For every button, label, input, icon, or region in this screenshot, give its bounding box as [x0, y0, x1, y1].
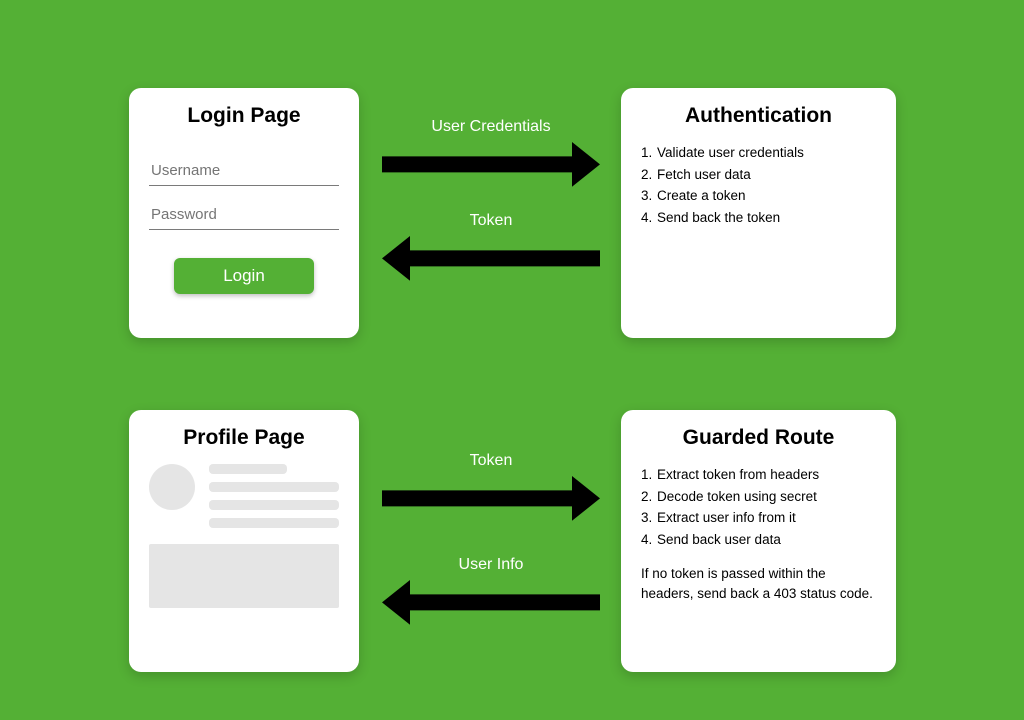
arrow-label: User Info: [459, 556, 524, 574]
list-item: 3.Extract user info from it: [641, 507, 876, 529]
profile-skeleton: [149, 464, 339, 528]
list-item: 3.Create a token: [641, 185, 876, 207]
skeleton-line: [209, 482, 339, 492]
list-item: 1.Extract token from headers: [641, 464, 876, 486]
avatar-skeleton: [149, 464, 195, 510]
auth-title: Authentication: [641, 104, 876, 128]
arrow-user-info: User Info: [382, 556, 600, 625]
arrow-label: User Credentials: [431, 118, 550, 136]
auth-steps: 1.Validate user credentials 2.Fetch user…: [641, 142, 876, 228]
login-button[interactable]: Login: [174, 258, 314, 294]
arrow-user-credentials: User Credentials: [382, 118, 600, 187]
password-field[interactable]: [149, 200, 339, 230]
profile-page-card: Profile Page: [129, 410, 359, 672]
arrow-token-forward: Token: [382, 452, 600, 521]
arrow-label: Token: [470, 212, 513, 230]
guarded-route-card: Guarded Route 1.Extract token from heade…: [621, 410, 896, 672]
login-page-card: Login Page Login: [129, 88, 359, 338]
list-item: 4.Send back user data: [641, 529, 876, 551]
arrow-left-icon: [382, 236, 600, 281]
skeleton-line: [209, 518, 339, 528]
skeleton-line: [209, 500, 339, 510]
list-item: 2.Fetch user data: [641, 164, 876, 186]
username-field[interactable]: [149, 156, 339, 186]
guard-steps: 1.Extract token from headers 2.Decode to…: [641, 464, 876, 550]
arrow-label: Token: [470, 452, 513, 470]
skeleton-block: [149, 544, 339, 608]
arrow-left-icon: [382, 580, 600, 625]
guard-title: Guarded Route: [641, 426, 876, 450]
arrow-right-icon: [382, 476, 600, 521]
list-item: 2.Decode token using secret: [641, 486, 876, 508]
list-item: 1.Validate user credentials: [641, 142, 876, 164]
arrow-right-icon: [382, 142, 600, 187]
guard-note: If no token is passed within the headers…: [641, 564, 876, 603]
list-item: 4.Send back the token: [641, 207, 876, 229]
profile-title: Profile Page: [149, 426, 339, 450]
arrow-token-back: Token: [382, 212, 600, 281]
login-title: Login Page: [149, 104, 339, 128]
authentication-card: Authentication 1.Validate user credentia…: [621, 88, 896, 338]
skeleton-line: [209, 464, 287, 474]
